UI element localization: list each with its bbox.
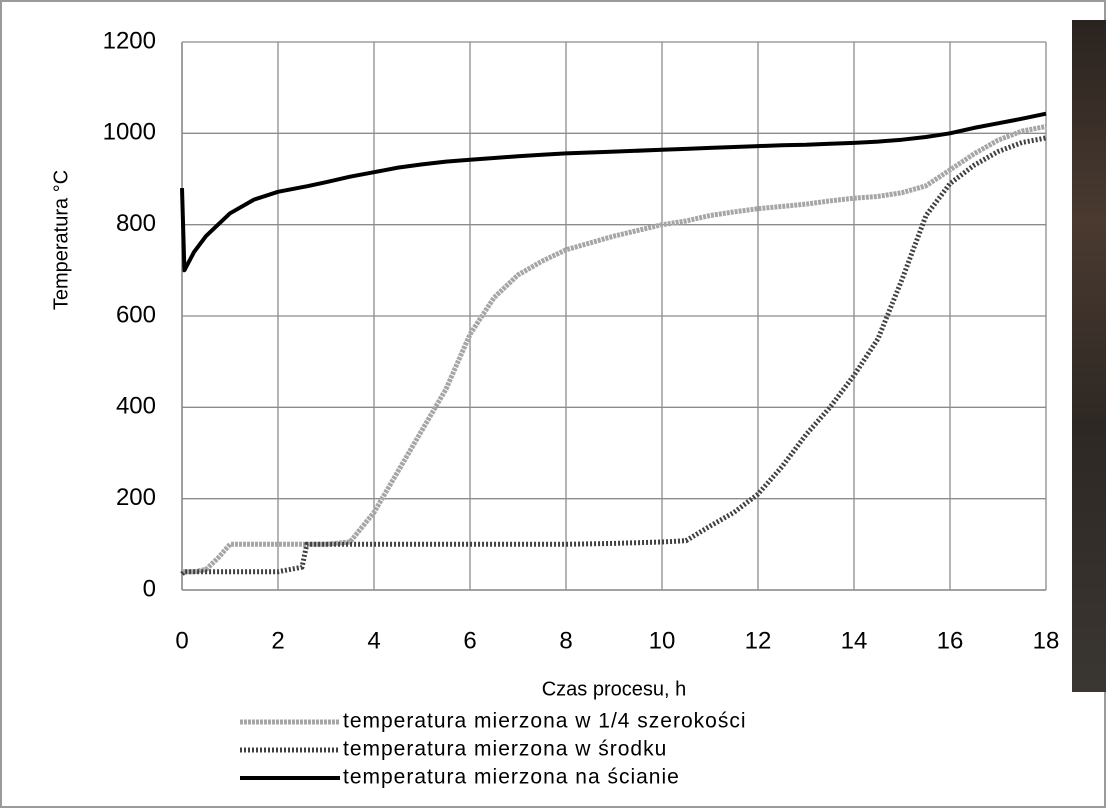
photo (1072, 20, 1106, 692)
x-tick-label: 6 (463, 627, 476, 654)
series-line (181, 124, 1047, 575)
x-tick-label: 12 (745, 627, 772, 654)
x-tick-label: 16 (937, 627, 964, 654)
y-axis-label: Temperatura °C (50, 170, 72, 310)
y-tick-label: 1000 (103, 119, 156, 146)
y-tick-label: 1200 (103, 27, 156, 54)
y-tick-label: 800 (116, 210, 156, 237)
x-tick-label: 4 (367, 627, 380, 654)
series-line (180, 111, 1047, 273)
legend-label: temperatura mierzona w 1/4 szerokości (343, 710, 747, 733)
x-tick-label: 14 (841, 627, 868, 654)
legend-label: temperatura mierzona na ścianie (343, 766, 680, 789)
x-tick-label: 2 (271, 627, 284, 654)
legend-label: temperatura mierzona w środku (343, 738, 667, 761)
y-tick-label: 600 (116, 301, 156, 328)
x-tick-label: 0 (175, 627, 188, 654)
series-line (180, 135, 1047, 576)
x-tick-label: 18 (1033, 627, 1060, 654)
y-tick-label: 0 (143, 575, 156, 602)
x-axis-label: Czas procesu, h (542, 678, 687, 700)
y-tick-label: 400 (116, 393, 156, 420)
x-tick-label: 8 (559, 627, 572, 654)
x-tick-label: 10 (649, 627, 676, 654)
y-tick-label: 200 (116, 484, 156, 511)
